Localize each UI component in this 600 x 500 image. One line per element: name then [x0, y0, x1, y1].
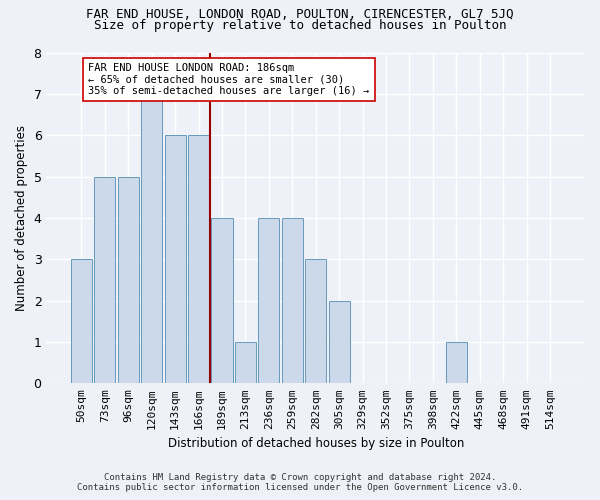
Bar [259, 218, 280, 384]
Text: Size of property relative to detached houses in Poulton: Size of property relative to detached ho… [94, 18, 506, 32]
X-axis label: Distribution of detached houses by size in Poulton: Distribution of detached houses by size … [167, 437, 464, 450]
Bar [305, 260, 326, 384]
Text: FAR END HOUSE LONDON ROAD: 186sqm
← 65% of detached houses are smaller (30)
35% : FAR END HOUSE LONDON ROAD: 186sqm ← 65% … [88, 63, 370, 96]
Bar [94, 176, 115, 384]
Bar [141, 94, 162, 384]
Bar [282, 218, 303, 384]
Bar [71, 260, 92, 384]
Bar [164, 135, 185, 384]
Text: Contains HM Land Registry data © Crown copyright and database right 2024.
Contai: Contains HM Land Registry data © Crown c… [77, 473, 523, 492]
Y-axis label: Number of detached properties: Number of detached properties [15, 125, 28, 311]
Bar [211, 218, 233, 384]
Bar [235, 342, 256, 384]
Text: FAR END HOUSE, LONDON ROAD, POULTON, CIRENCESTER, GL7 5JQ: FAR END HOUSE, LONDON ROAD, POULTON, CIR… [86, 8, 514, 20]
Bar [329, 300, 350, 384]
Bar [188, 135, 209, 384]
Bar [446, 342, 467, 384]
Bar [118, 176, 139, 384]
